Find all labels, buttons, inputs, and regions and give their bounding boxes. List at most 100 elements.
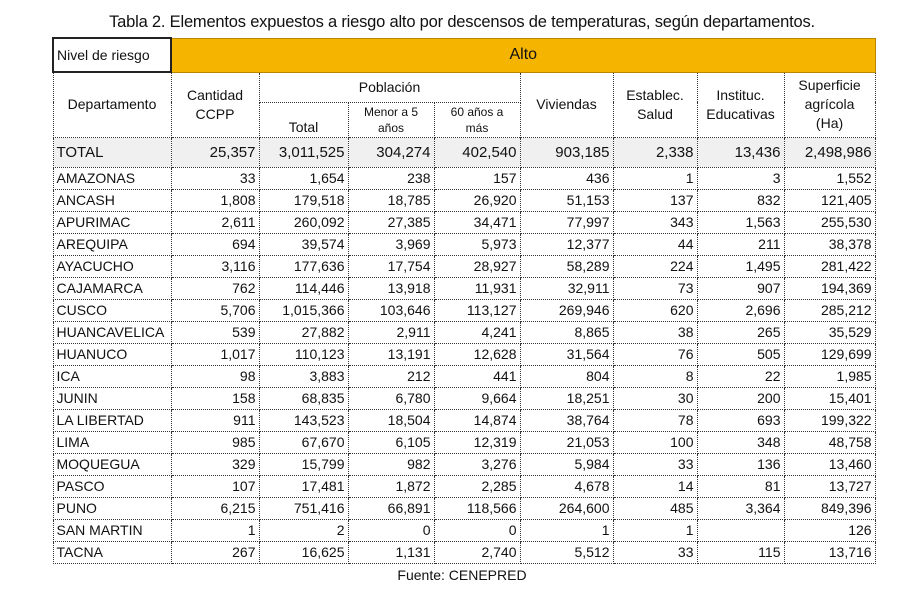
table-row: HUANUCO 1,017 110,123 13,191 12,628 31,564 76 5… bbox=[52, 342, 876, 366]
value-cell: 211 bbox=[696, 232, 785, 256]
value-cell: 200 bbox=[696, 386, 785, 410]
value-cell: 22 bbox=[696, 364, 785, 388]
value-cell: 12,628 bbox=[433, 342, 521, 366]
value-cell: 0 bbox=[433, 518, 521, 542]
value-cell: 58,289 bbox=[519, 254, 614, 278]
total-cell: TOTAL bbox=[52, 136, 172, 168]
department-name-cell: MOQUEGUA bbox=[52, 452, 172, 476]
value-cell: 118,566 bbox=[433, 496, 521, 520]
table-row: LA LIBERTAD 911 143,523 18,504 14,874 38,764 7… bbox=[52, 408, 876, 432]
department-name-cell: TACNA bbox=[52, 540, 172, 564]
value-cell: 13,460 bbox=[783, 452, 876, 476]
value-cell: 113,127 bbox=[433, 298, 521, 322]
risk-level-row: Nivel de riesgo Alto bbox=[52, 37, 876, 73]
value-cell: 110,123 bbox=[258, 342, 349, 366]
value-cell: 620 bbox=[612, 298, 698, 322]
value-cell: 126 bbox=[783, 518, 876, 542]
value-cell: 348 bbox=[696, 430, 785, 454]
header-educativas: Instituc. Educativas bbox=[696, 71, 785, 138]
value-cell: 68,835 bbox=[258, 386, 349, 410]
table-source: Fuente: CENEPRED bbox=[397, 567, 527, 583]
value-cell: 13,716 bbox=[783, 540, 876, 564]
value-cell: 2,740 bbox=[433, 540, 521, 564]
table-row: SAN MARTIN 1 2 0 0 1 1 126 bbox=[52, 518, 876, 542]
value-cell: 14 bbox=[612, 474, 698, 498]
header-poblacion: Población bbox=[258, 71, 521, 103]
value-cell: 179,518 bbox=[258, 188, 349, 212]
value-cell: 1,654 bbox=[258, 166, 349, 190]
value-cell: 694 bbox=[170, 232, 260, 256]
value-cell: 343 bbox=[612, 210, 698, 234]
value-cell: 2,696 bbox=[696, 298, 785, 322]
value-cell: 1,017 bbox=[170, 342, 260, 366]
value-cell: 8,865 bbox=[519, 320, 614, 344]
value-cell: 14,874 bbox=[433, 408, 521, 432]
department-name-cell: PUNO bbox=[52, 496, 172, 520]
value-cell: 212 bbox=[347, 364, 435, 388]
header-cantidad: Cantidad CCPP bbox=[170, 71, 260, 138]
value-cell: 1 bbox=[519, 518, 614, 542]
value-cell: 436 bbox=[519, 166, 614, 190]
total-cell: 2,498,986 bbox=[783, 136, 876, 168]
value-cell: 1 bbox=[612, 518, 698, 542]
value-cell: 982 bbox=[347, 452, 435, 476]
value-cell: 6,105 bbox=[347, 430, 435, 454]
value-cell: 832 bbox=[696, 188, 785, 212]
value-cell: 1,808 bbox=[170, 188, 260, 212]
value-cell: 18,504 bbox=[347, 408, 435, 432]
value-cell: 129,699 bbox=[783, 342, 876, 366]
value-cell: 505 bbox=[696, 342, 785, 366]
total-row: TOTAL 25,357 3,011,525 304,274 402,540 9… bbox=[52, 136, 876, 168]
value-cell: 98 bbox=[170, 364, 260, 388]
department-name-cell: LIMA bbox=[52, 430, 172, 454]
value-cell: 911 bbox=[170, 408, 260, 432]
value-cell: 329 bbox=[170, 452, 260, 476]
value-cell: 17,754 bbox=[347, 254, 435, 278]
value-cell: 238 bbox=[347, 166, 435, 190]
value-cell: 1,985 bbox=[783, 364, 876, 388]
value-cell: 285,212 bbox=[783, 298, 876, 322]
value-cell: 260,092 bbox=[258, 210, 349, 234]
table-row: CUSCO 5,706 1,015,366 103,646 113,127 269,946… bbox=[52, 298, 876, 322]
value-cell: 28,927 bbox=[433, 254, 521, 278]
value-cell: 5,706 bbox=[170, 298, 260, 322]
table-row: PUNO 6,215 751,416 66,891 118,566 264,600 485 3… bbox=[52, 496, 876, 520]
value-cell: 15,401 bbox=[783, 386, 876, 410]
value-cell: 51,153 bbox=[519, 188, 614, 212]
table-row: LIMA 985 67,670 6,105 12,319 21,053 100 348 48,7… bbox=[52, 430, 876, 454]
value-cell: 2,611 bbox=[170, 210, 260, 234]
value-cell: 849,396 bbox=[783, 496, 876, 520]
value-cell: 81 bbox=[696, 474, 785, 498]
value-cell: 67,670 bbox=[258, 430, 349, 454]
value-cell: 48,758 bbox=[783, 430, 876, 454]
department-name-cell: CAJAMARCA bbox=[52, 276, 172, 300]
value-cell: 3,969 bbox=[347, 232, 435, 256]
value-cell: 18,785 bbox=[347, 188, 435, 212]
value-cell: 107 bbox=[170, 474, 260, 498]
table-row: MOQUEGUA 329 15,799 982 3,276 5,984 33 136 13,46… bbox=[52, 452, 876, 476]
value-cell: 13,727 bbox=[783, 474, 876, 498]
value-cell: 267 bbox=[170, 540, 260, 564]
risk-level-value: Alto bbox=[170, 37, 876, 73]
value-cell: 255,530 bbox=[783, 210, 876, 234]
table-row: JUNIN 158 68,835 6,780 9,664 18,251 30 200 15,40… bbox=[52, 386, 876, 410]
department-name-cell: APURIMAC bbox=[52, 210, 172, 234]
value-cell: 264,600 bbox=[519, 496, 614, 520]
department-name-cell: PASCO bbox=[52, 474, 172, 498]
value-cell: 485 bbox=[612, 496, 698, 520]
value-cell: 12,319 bbox=[433, 430, 521, 454]
table-row: HUANCAVELICA 539 27,882 2,911 4,241 8,865 38 26… bbox=[52, 320, 876, 344]
value-cell: 13,918 bbox=[347, 276, 435, 300]
value-cell: 32,911 bbox=[519, 276, 614, 300]
department-name-cell: ICA bbox=[52, 364, 172, 388]
value-cell: 35,529 bbox=[783, 320, 876, 344]
value-cell: 3,883 bbox=[258, 364, 349, 388]
table-row: AYACUCHO 3,116 177,636 17,754 28,927 58,289 22… bbox=[52, 254, 876, 278]
value-cell: 66,891 bbox=[347, 496, 435, 520]
value-cell: 5,512 bbox=[519, 540, 614, 564]
value-cell: 114,446 bbox=[258, 276, 349, 300]
value-cell: 73 bbox=[612, 276, 698, 300]
department-name-cell: HUANCAVELICA bbox=[52, 320, 172, 344]
table-row: APURIMAC 2,611 260,092 27,385 34,471 77,997 34… bbox=[52, 210, 876, 234]
value-cell: 1,563 bbox=[696, 210, 785, 234]
